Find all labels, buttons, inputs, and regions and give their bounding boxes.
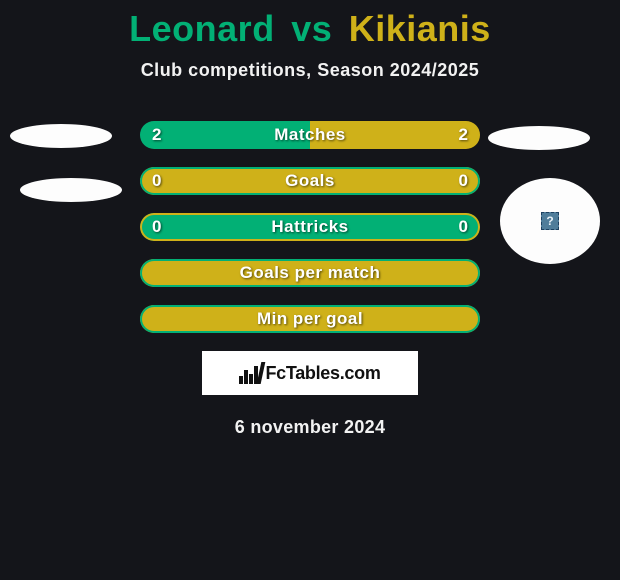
stat-left-value: 0 [152,167,161,195]
fctables-logo[interactable]: FcTables.com [202,351,418,395]
stat-row: Hattricks0 0 [140,213,480,241]
player2-badge: ? [500,178,600,264]
stats-rows: Matches22Goals00Hattricks00Goals per mat… [140,121,480,333]
player2-avatar-top [488,126,590,150]
stat-label: Min per goal [140,305,480,333]
stat-right-value: 0 [459,167,468,195]
stat-label: Goals per match [140,259,480,287]
vs-text: vs [291,8,332,49]
stat-row: Goals0 0 [140,167,480,195]
stat-row: Min per goal [140,305,480,333]
stat-right-value: 2 [459,121,468,149]
comparison-title: Leonard vs Kikianis [0,0,620,50]
player1-avatar-bottom [20,178,122,202]
player2-name: Kikianis [349,8,491,49]
stat-label: Matches [140,121,480,149]
stat-label: Hattricks [140,213,480,241]
logo-mark-icon [239,362,261,384]
player1-avatar-top [10,124,112,148]
stat-row: Goals per match [140,259,480,287]
stat-right-value: 0 [459,213,468,241]
stat-left-value: 2 [152,121,161,149]
question-icon: ? [541,212,559,230]
subtitle: Club competitions, Season 2024/2025 [0,60,620,81]
player1-name: Leonard [129,8,275,49]
date: 6 november 2024 [0,417,620,438]
stat-label: Goals [140,167,480,195]
stat-left-value: 0 [152,213,161,241]
logo-text: FcTables.com [265,363,380,384]
stat-row: Matches2 2 [140,121,480,149]
